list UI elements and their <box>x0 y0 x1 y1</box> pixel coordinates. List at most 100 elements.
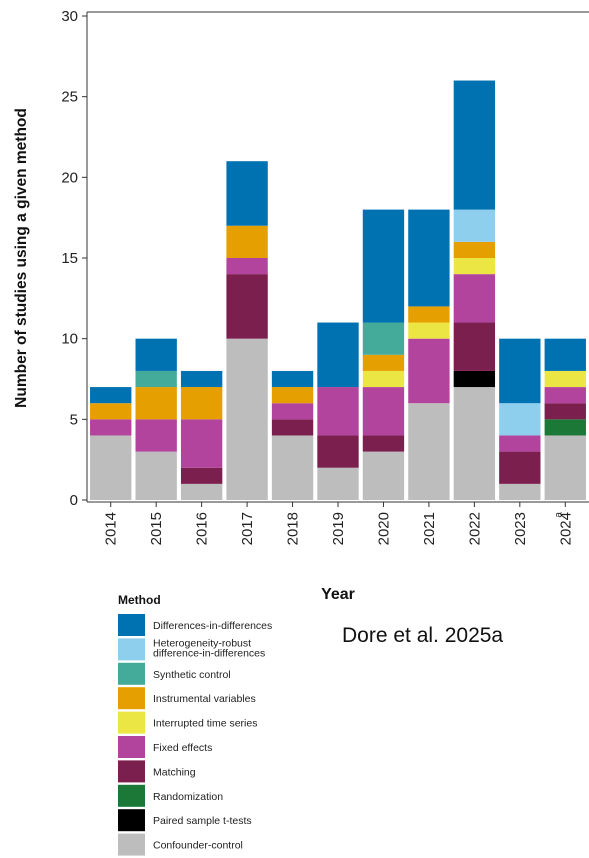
bar-segment <box>453 80 496 210</box>
bar-segment <box>90 419 132 436</box>
bar-segment <box>362 209 405 323</box>
bar-segment <box>499 338 541 404</box>
y-tick-label: 0 <box>70 492 78 509</box>
bar-segment <box>135 370 177 388</box>
y-axis-label: Number of studies using a given method <box>13 108 30 408</box>
y-tick-label: 10 <box>61 331 78 348</box>
bar-segment <box>226 338 268 500</box>
legend-title: Method <box>118 593 161 607</box>
legend-swatch <box>118 833 145 856</box>
plot-area <box>86 11 589 503</box>
y-tick-label: 25 <box>61 89 78 106</box>
legend-label: Instrumental variables <box>153 693 256 705</box>
citation-text: Dore et al. 2025a <box>342 624 504 647</box>
bar-segment <box>271 370 314 388</box>
bar-segment <box>317 467 359 500</box>
bar-segment <box>180 387 223 420</box>
legend-swatch <box>118 736 145 758</box>
bar-segment <box>90 403 132 420</box>
bar-segment <box>317 322 359 388</box>
bar-segment <box>544 338 586 371</box>
bar-segment <box>317 435 359 468</box>
bar-segment <box>271 387 314 404</box>
bar-segment <box>544 387 586 404</box>
x-axis-label: Year <box>321 586 355 603</box>
legend-swatch <box>118 711 145 734</box>
bar-segment <box>453 387 496 500</box>
bar-segment <box>408 338 450 404</box>
bar-segment <box>226 258 268 275</box>
bar-segment <box>135 387 177 420</box>
bar-segment <box>226 274 268 339</box>
bar-segment <box>453 209 496 242</box>
bar-segment <box>362 435 405 452</box>
bar-segment <box>135 451 177 500</box>
bar-segment <box>362 322 405 355</box>
bar-segment <box>499 483 541 500</box>
x-tick-label: 2024 <box>557 512 574 545</box>
bar-segment <box>499 435 541 452</box>
bar-segment <box>453 274 496 323</box>
bar-segment <box>362 370 405 388</box>
x-tick-label: 2023 <box>512 512 529 545</box>
legend-label: Confounder-control <box>153 840 243 852</box>
legend-swatch <box>118 638 145 661</box>
legend-label: Fixed effects <box>153 742 212 754</box>
bar-segment <box>408 209 450 307</box>
bar-segment <box>271 419 314 436</box>
legend-label: Heterogeneity-robust <box>153 637 251 649</box>
legend-label: Interrupted time series <box>153 718 257 730</box>
bar-segment <box>408 306 450 323</box>
legend-label: difference-in-differences <box>153 647 265 659</box>
bar-segment <box>317 387 359 436</box>
legend-label: Matching <box>153 766 196 778</box>
legend-label: Differences-in-differences <box>153 620 272 632</box>
x-tick-label: 2022 <box>466 512 483 545</box>
legend-label: Synthetic control <box>153 669 231 681</box>
bar-segment <box>453 370 496 388</box>
bar-segment <box>408 322 450 339</box>
legend: Differences-in-differences Heterogeneity-… <box>118 614 272 856</box>
y-tick-label: 5 <box>70 411 78 428</box>
x-tick-label: 2016 <box>194 512 211 545</box>
bar-segment <box>271 435 314 500</box>
legend-swatch <box>118 662 145 685</box>
y-tick-label: 15 <box>61 250 78 267</box>
legend-swatch <box>118 809 145 832</box>
x-tick-label: 2020 <box>375 512 392 545</box>
y-tick-label: 20 <box>61 169 78 186</box>
legend-swatch <box>118 687 145 710</box>
bar-segment <box>544 435 586 500</box>
x-tick-superscript: a <box>553 512 564 518</box>
bar-segment <box>180 467 223 484</box>
y-tick-label: 30 <box>61 8 78 25</box>
bar-segment <box>135 419 177 452</box>
x-axis: 2014 2015 2016 2017 2018 2019 2020 2021 2022 2023… <box>103 502 574 545</box>
bar-segment <box>135 338 177 371</box>
x-tick-label: 2014 <box>103 512 120 545</box>
bar-segment <box>408 403 450 500</box>
bar-segment <box>180 419 223 468</box>
bar-segment <box>226 161 268 226</box>
bar-segment <box>180 483 223 500</box>
bar-segment <box>453 241 496 258</box>
legend-label: Randomization <box>153 791 223 803</box>
bar-segment <box>453 322 496 371</box>
y-axis: 0 5 10 15 20 25 30 <box>61 8 87 509</box>
x-tick-label: 2017 <box>239 512 256 545</box>
bar-segment <box>499 451 541 484</box>
bar-segment <box>226 225 268 258</box>
x-tick-label: 2015 <box>148 512 165 545</box>
bar-segment <box>544 403 586 420</box>
bar-segment <box>362 354 405 371</box>
bar-segment <box>180 370 223 388</box>
x-tick-label: 2018 <box>285 512 302 545</box>
bar-segment <box>271 403 314 420</box>
legend-label: Paired sample t-tests <box>153 815 252 827</box>
legend-swatch <box>118 614 145 636</box>
legend-swatch <box>118 784 145 807</box>
bar-segment <box>544 370 586 388</box>
x-tick-label: 2021 <box>421 512 438 545</box>
bar-segment <box>362 387 405 436</box>
